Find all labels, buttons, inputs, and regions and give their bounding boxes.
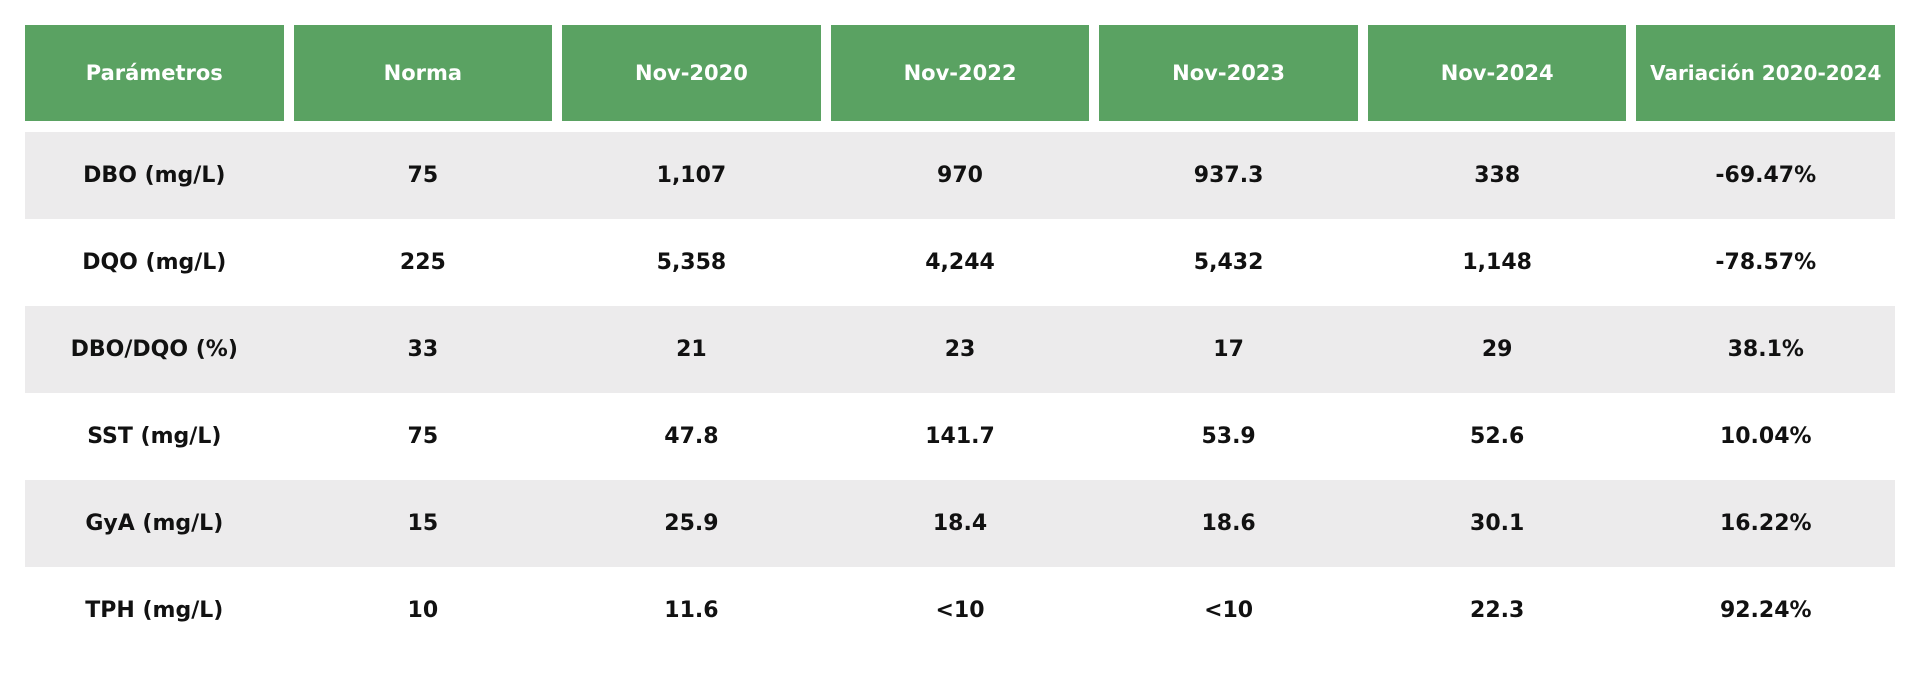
header-variacion: Variación 2020-2024	[1636, 25, 1896, 121]
cell-nov-2020: 25.9	[664, 511, 719, 536]
cell-nov-2020: 11.6	[664, 598, 719, 623]
cell-nov-2024: 338	[1474, 163, 1521, 188]
cell-nov-2023: 53.9	[1201, 424, 1256, 449]
cell-variacion: 10.04%	[1719, 424, 1812, 449]
cell-nov-2024: 29	[1481, 337, 1513, 362]
cell-parameter: DQO (mg/L)	[82, 250, 227, 275]
header-nov-2022: Nov-2022	[830, 25, 1090, 121]
cell-nov-2024: 30.1	[1470, 511, 1525, 536]
cell-variacion: 92.24%	[1719, 598, 1812, 623]
header-nov-2020: Nov-2020	[562, 25, 821, 121]
cell-nov-2020: 5,358	[656, 250, 727, 275]
table-row: DBO/DQO (%) 33 21 23 17 29 38.1%	[25, 306, 1895, 393]
cell-nov-2022: 23	[944, 337, 976, 362]
table-row: SST (mg/L) 75 47.8 141.7 53.9 52.6 10.04…	[25, 393, 1895, 480]
cell-nov-2023: 18.6	[1201, 511, 1256, 536]
cell-nov-2023: 937.3	[1193, 163, 1264, 188]
table-row: DQO (mg/L) 225 5,358 4,244 5,432 1,148 -…	[25, 219, 1895, 306]
water-quality-table: Parámetros Norma Nov-2020 Nov-2022 Nov-2…	[25, 25, 1896, 654]
cell-nov-2022: 970	[937, 163, 983, 188]
cell-norma: 33	[407, 337, 439, 362]
cell-nov-2024: 22.3	[1470, 598, 1525, 623]
cell-parameter: DBO/DQO (%)	[70, 337, 238, 362]
header-nov-2023: Nov-2023	[1099, 25, 1358, 121]
cell-nov-2024: 52.6	[1470, 424, 1525, 449]
cell-variacion: 38.1%	[1727, 337, 1804, 362]
table-row: GyA (mg/L) 15 25.9 18.4 18.6 30.1 16.22%	[25, 480, 1895, 567]
cell-variacion: -78.57%	[1715, 250, 1817, 275]
cell-norma: 10	[407, 598, 439, 623]
cell-norma: 75	[407, 424, 439, 449]
cell-norma: 75	[407, 163, 439, 188]
header-parametros: Parámetros	[25, 25, 284, 121]
cell-nov-2023: <10	[1204, 598, 1254, 623]
cell-variacion: -69.47%	[1715, 163, 1817, 188]
cell-nov-2020: 47.8	[664, 424, 719, 449]
cell-nov-2022: 4,244	[925, 250, 995, 275]
cell-parameter: TPH (mg/L)	[85, 598, 224, 623]
cell-nov-2023: 17	[1213, 337, 1244, 362]
table-body: DBO (mg/L) 75 1,107 970 937.3 338 -69.47…	[25, 132, 1895, 654]
table-header: Parámetros Norma Nov-2020 Nov-2022 Nov-2…	[25, 25, 1896, 121]
table-row: DBO (mg/L) 75 1,107 970 937.3 338 -69.47…	[25, 132, 1895, 219]
cell-nov-2022: 18.4	[932, 511, 988, 536]
header-nov-2024: Nov-2024	[1367, 25, 1627, 121]
cell-nov-2023: 5,432	[1193, 250, 1264, 275]
cell-nov-2022: <10	[935, 598, 985, 623]
cell-norma: 15	[407, 511, 439, 536]
header-norma: Norma	[293, 25, 553, 121]
cell-nov-2020: 1,107	[656, 163, 727, 188]
cell-nov-2020: 21	[676, 337, 707, 362]
table-row: TPH (mg/L) 10 11.6 <10 <10 22.3 92.24%	[25, 567, 1895, 654]
cell-parameter: DBO (mg/L)	[83, 163, 226, 188]
cell-nov-2022: 141.7	[925, 424, 995, 449]
cell-parameter: SST (mg/L)	[87, 424, 222, 449]
cell-nov-2024: 1,148	[1462, 250, 1532, 275]
cell-variacion: 16.22%	[1719, 511, 1812, 536]
cell-parameter: GyA (mg/L)	[85, 511, 224, 536]
cell-norma: 225	[399, 250, 446, 275]
